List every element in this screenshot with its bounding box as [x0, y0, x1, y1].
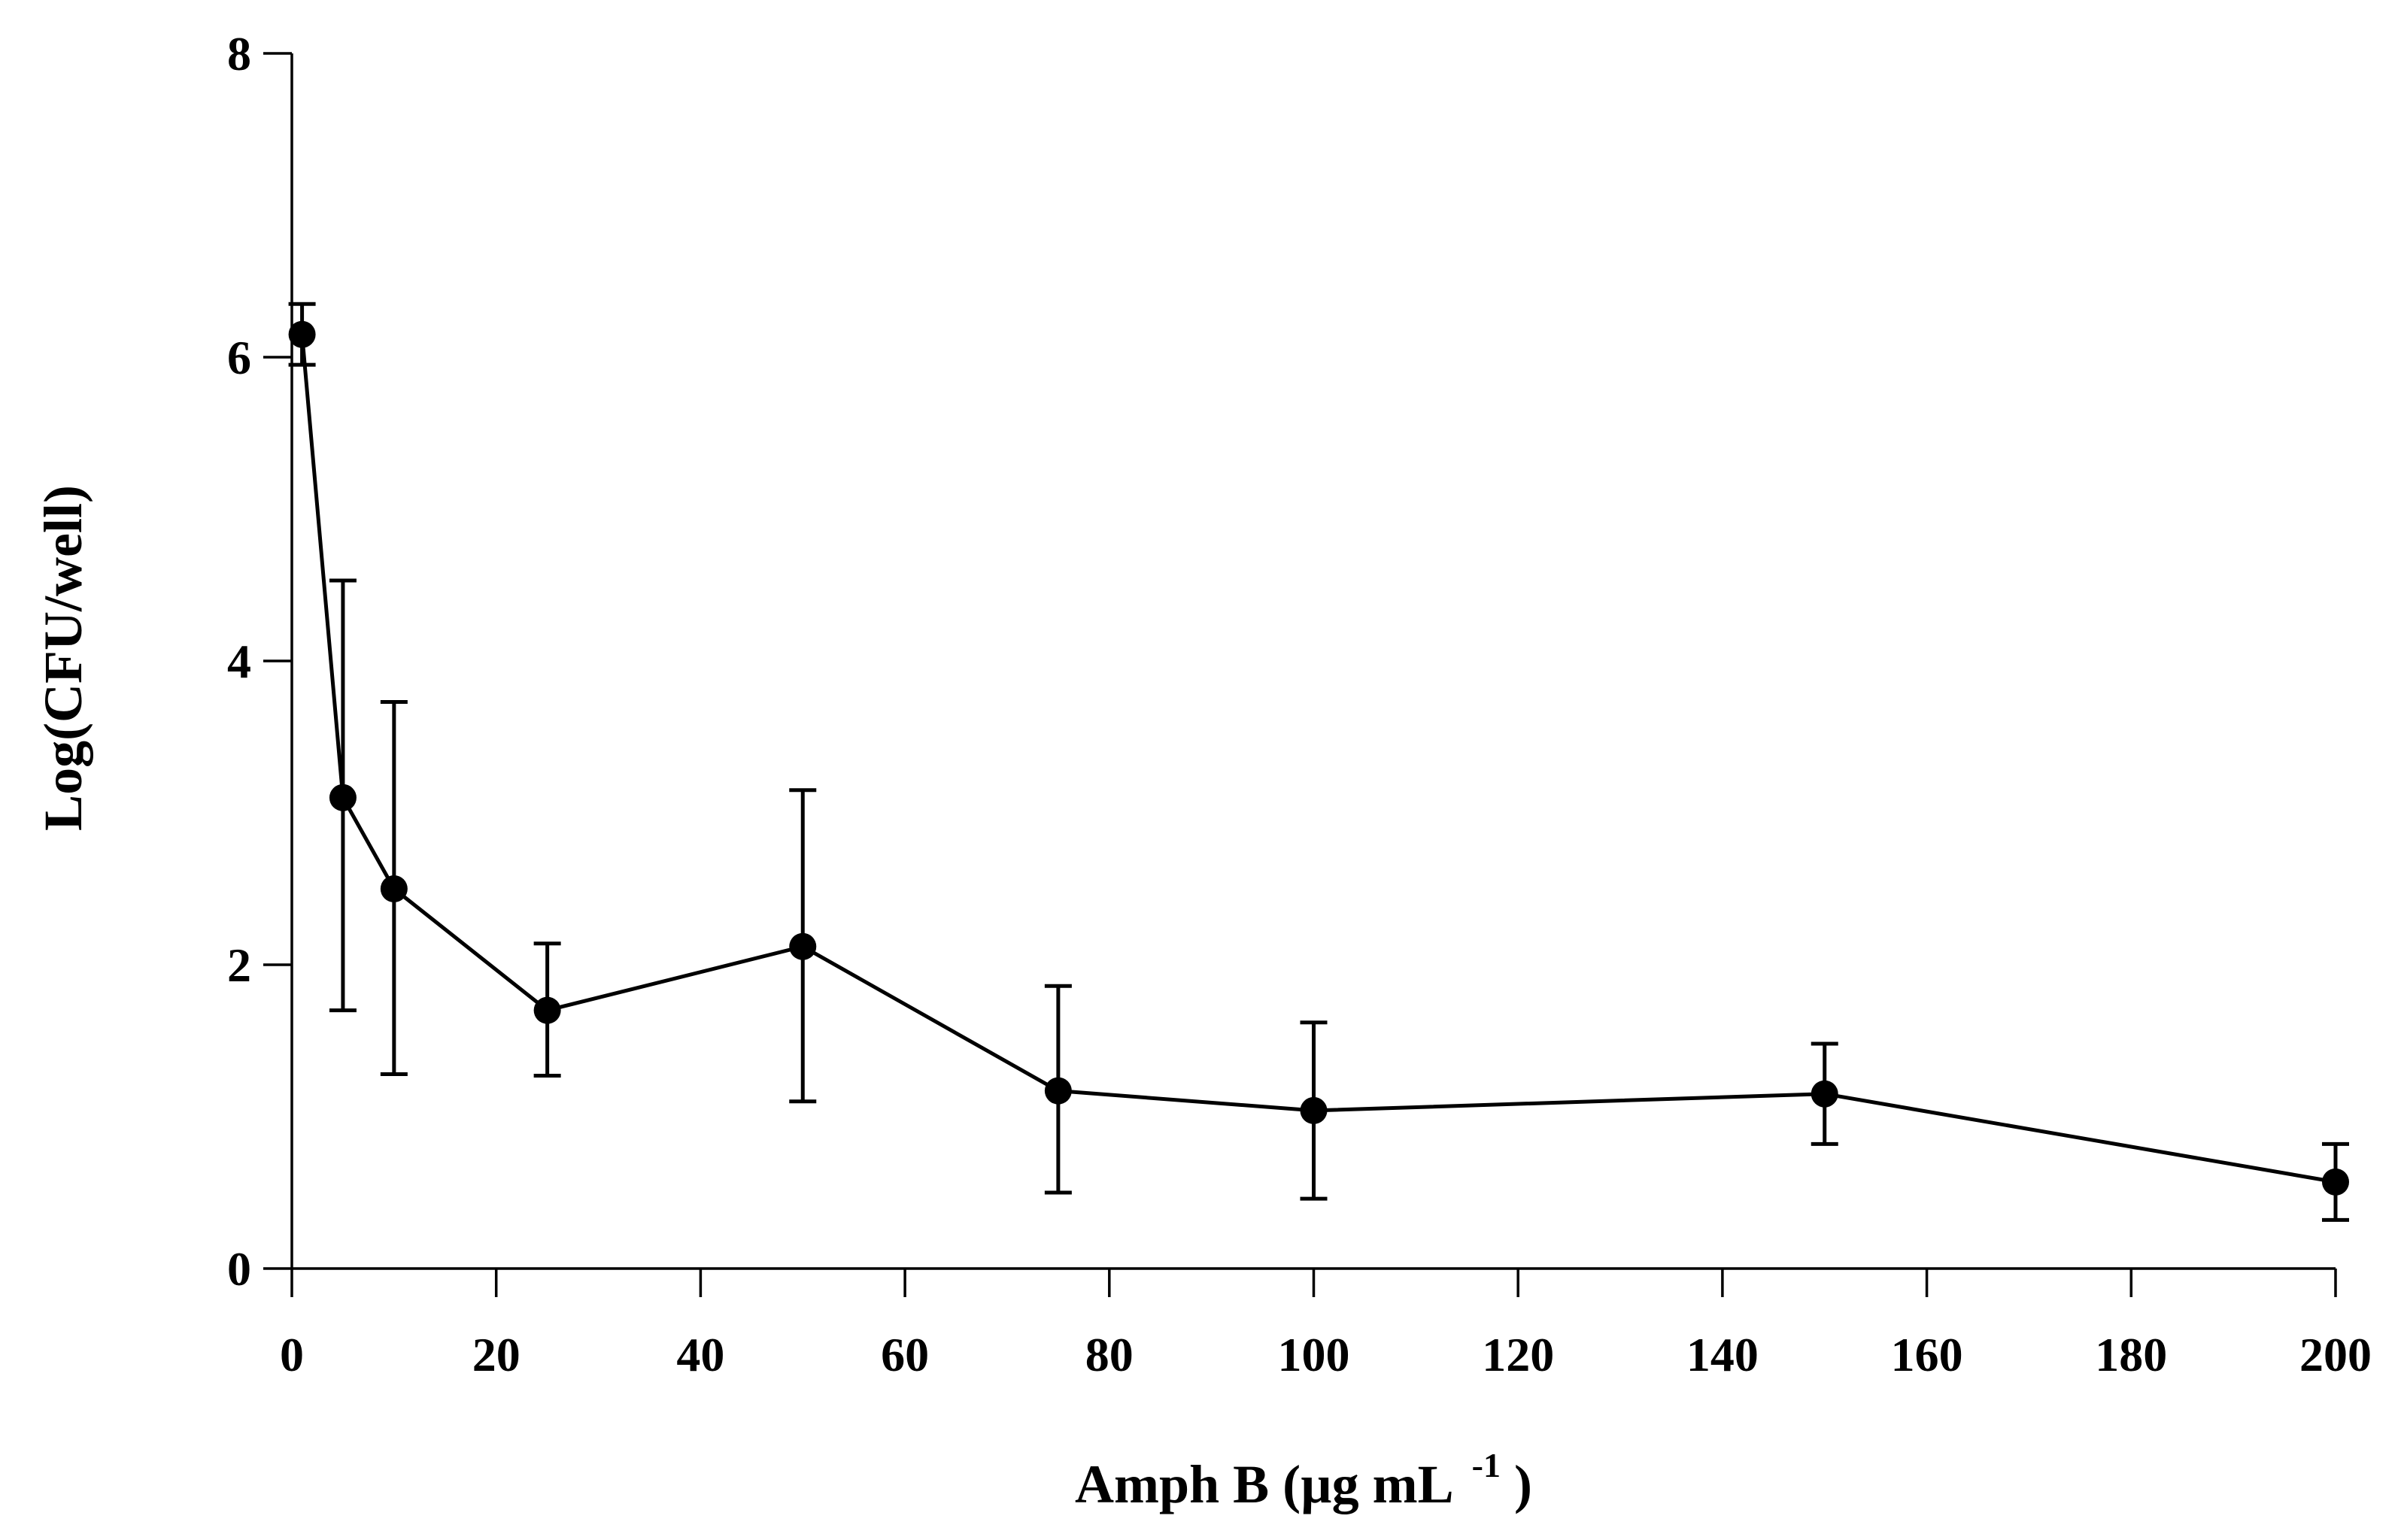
x-tick-label: 0 [280, 1328, 304, 1381]
data-point [2322, 1168, 2349, 1196]
data-point [789, 932, 817, 960]
x-axis-title-superscript: -1 [1472, 1446, 1501, 1484]
data-point [1044, 1077, 1072, 1105]
data-point [329, 784, 357, 811]
y-axis-ticks: 0 2 4 6 8 [227, 27, 292, 1296]
series-line [300, 334, 2336, 1184]
y-tick-label: 0 [227, 1242, 251, 1296]
data-point [288, 320, 316, 348]
x-tick-label: 100 [1278, 1328, 1350, 1381]
x-axis-title-main: Amph B (µg mL [1075, 1454, 1452, 1514]
x-axis-ticks: 0 20 40 60 80 100 120 140 160 180 200 [280, 1269, 2372, 1381]
y-tick-label: 2 [227, 938, 251, 992]
x-tick-label: 40 [676, 1328, 724, 1381]
x-tick-label: 140 [1686, 1328, 1759, 1381]
x-axis-title-suffix: ) [1514, 1454, 1532, 1514]
y-tick-label: 6 [227, 331, 251, 384]
y-tick-label: 8 [227, 27, 251, 80]
data-point [380, 875, 408, 902]
x-tick-label: 80 [1085, 1328, 1134, 1381]
x-tick-label: 160 [1891, 1328, 1963, 1381]
x-tick-label: 180 [2095, 1328, 2167, 1381]
data-point [1811, 1080, 1838, 1108]
data-points [288, 320, 2349, 1196]
x-tick-label: 120 [1482, 1328, 1554, 1381]
x-tick-label: 200 [2299, 1328, 2372, 1381]
x-tick-label: 60 [881, 1328, 929, 1381]
data-point [1300, 1096, 1328, 1124]
x-tick-label: 20 [472, 1328, 521, 1381]
error-bars [288, 302, 2349, 1222]
y-axis-title: Log(CFU/well) [33, 485, 93, 831]
data-point [533, 996, 561, 1024]
y-tick-label: 4 [227, 635, 251, 688]
x-axis-title: Amph B (µg mL -1 ) [1075, 1429, 1532, 1514]
